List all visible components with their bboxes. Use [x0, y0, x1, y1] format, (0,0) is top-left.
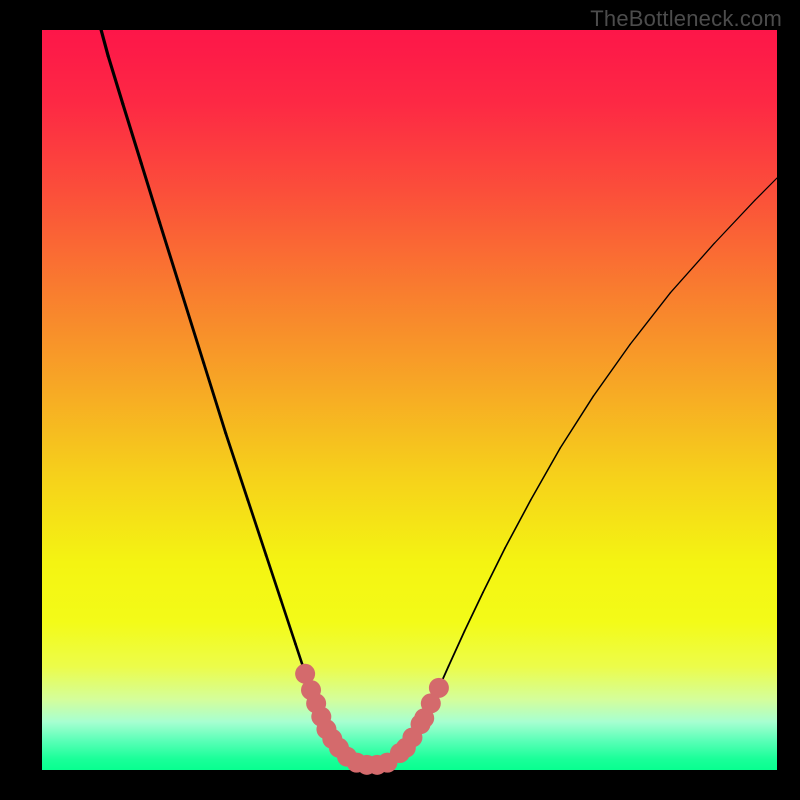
- curve-segment: [281, 600, 296, 644]
- curve-marker: [429, 678, 449, 698]
- curve-segment: [123, 104, 141, 163]
- curve-segment: [560, 396, 593, 448]
- curve-segment: [248, 500, 266, 556]
- watermark-text: TheBottleneck.com: [590, 6, 782, 32]
- curve-segment: [593, 345, 630, 397]
- curve-segment: [266, 555, 281, 599]
- curve-segment: [448, 631, 464, 667]
- curve-segment: [670, 243, 714, 293]
- curve-segment: [531, 448, 560, 500]
- curve-segment: [97, 15, 108, 56]
- curve-segment: [141, 163, 159, 222]
- curve-segment: [465, 592, 483, 630]
- curve-segment: [204, 363, 226, 433]
- curve-segment: [755, 178, 777, 200]
- curve-segment: [505, 500, 531, 548]
- curve-segment: [630, 293, 670, 345]
- curve-segment: [160, 222, 182, 292]
- curve-segment: [182, 293, 204, 363]
- chart-plot-area: [42, 30, 777, 770]
- curve-segment: [108, 56, 123, 104]
- chart-curve-layer: [42, 30, 777, 770]
- curve-segment: [483, 548, 505, 592]
- curve-segment: [226, 433, 248, 500]
- curve-segment: [715, 200, 755, 243]
